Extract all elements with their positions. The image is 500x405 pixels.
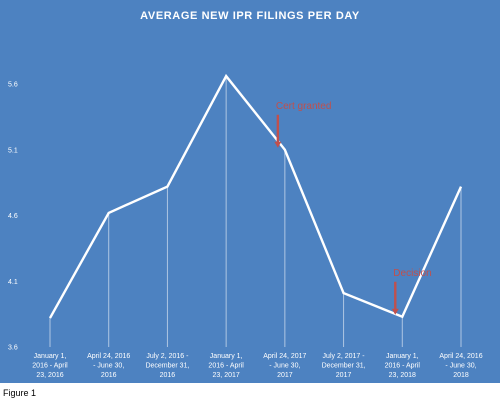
- x-tick-label: April 24, 2016 - June 30, 2018: [439, 353, 482, 379]
- x-tick-label: January 1, 2016 - April 23, 2016: [32, 353, 68, 379]
- y-tick-label: 5.6: [8, 82, 18, 89]
- x-tick-line: January 1,: [210, 353, 243, 360]
- x-tick-line: 2017: [336, 372, 352, 379]
- x-tick-label: July 2, 2016 - December 31, 2016: [145, 353, 189, 379]
- annotation-arrow-head: [274, 141, 282, 148]
- x-tick-line: 2016: [101, 372, 117, 379]
- x-tick-line: July 2, 2016 -: [146, 353, 189, 360]
- x-tick-line: - June 30,: [445, 363, 476, 370]
- annotation-arrow-head: [391, 308, 399, 315]
- x-tick-label: January 1, 2016 - April 23, 2017: [208, 353, 244, 379]
- x-tick-line: - June 30,: [269, 363, 300, 370]
- drop-lines: [49, 76, 462, 347]
- x-tick-line: 2016: [160, 372, 176, 379]
- x-tick-line: July 2, 2017 -: [323, 353, 366, 360]
- y-tick-label: 4.1: [8, 279, 18, 286]
- annotations: Cert granted Decision: [274, 101, 432, 315]
- y-axis-ticks: 3.6 4.1 4.6 5.1 5.6: [8, 82, 18, 352]
- x-tick-line: December 31,: [322, 363, 366, 370]
- x-tick-line: 23, 2018: [389, 372, 416, 379]
- x-tick-line: December 31,: [145, 363, 189, 370]
- x-tick-line: January 1,: [34, 353, 67, 360]
- x-tick-line: 2016 - April: [208, 363, 244, 370]
- x-axis-ticks: January 1, 2016 - April 23, 2016 April 24, …: [32, 353, 482, 379]
- x-tick-line: 2016 - April: [32, 363, 68, 370]
- x-tick-line: - June 30,: [93, 363, 124, 370]
- x-tick-line: 2017: [277, 372, 293, 379]
- y-tick-label: 4.6: [8, 213, 18, 220]
- chart-title: AVERAGE NEW IPR FILINGS PER DAY: [140, 10, 360, 22]
- x-tick-line: April 24, 2017: [263, 353, 306, 360]
- figure-caption: Figure 1: [3, 388, 37, 398]
- x-tick-label: April 24, 2017 - June 30, 2017: [263, 353, 306, 379]
- x-tick-label: July 2, 2017 - December 31, 2017: [322, 353, 366, 379]
- x-tick-line: 2018: [453, 372, 469, 379]
- chart-panel: [0, 0, 500, 383]
- x-tick-line: 2016 - April: [385, 363, 421, 370]
- y-tick-label: 3.6: [8, 345, 18, 352]
- line-chart: AVERAGE NEW IPR FILINGS PER DAY 3.6 4.1 4.…: [8, 10, 483, 379]
- x-tick-line: 23, 2017: [213, 372, 240, 379]
- x-tick-line: April 24, 2016: [439, 353, 482, 360]
- annotation-label: Decision: [393, 268, 431, 279]
- x-tick-line: January 1,: [386, 353, 419, 360]
- x-tick-label: April 24, 2016 - June 30, 2016: [87, 353, 130, 379]
- y-tick-label: 5.1: [8, 147, 18, 154]
- x-tick-line: 23, 2016: [36, 372, 63, 379]
- x-tick-line: April 24, 2016: [87, 353, 130, 360]
- annotation-label: Cert granted: [276, 101, 332, 112]
- series-line: [48, 73, 463, 319]
- x-tick-label: January 1, 2016 - April 23, 2018: [385, 353, 421, 379]
